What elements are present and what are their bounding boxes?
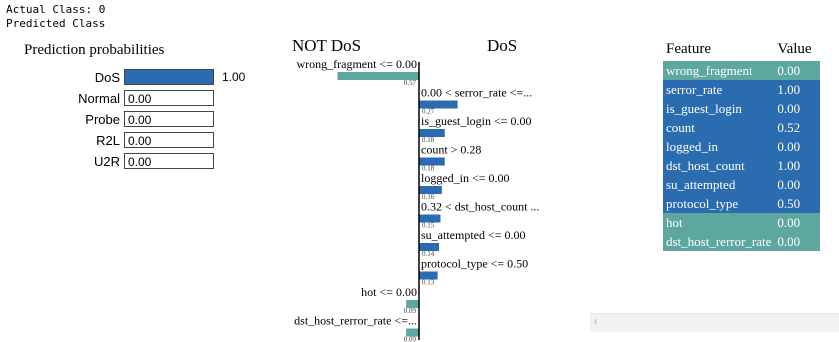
feature-name-cell: dst_host_rerror_rate bbox=[666, 233, 772, 249]
probability-class-label: R2L bbox=[96, 133, 120, 148]
horizontal-scrollbar[interactable]: ‹ bbox=[590, 313, 839, 332]
table-row: count 0.52 bbox=[663, 118, 821, 137]
probability-value: 0.00 bbox=[128, 113, 152, 127]
explanation-feature-label: count > 0.28 bbox=[421, 143, 481, 157]
explanation-bar bbox=[337, 72, 419, 80]
probability-row: Probe 0.00 bbox=[40, 111, 270, 129]
explanation-weight-label: 0.15 bbox=[422, 222, 435, 230]
table-header-row: Feature Value bbox=[663, 38, 820, 61]
explanation-weight-label: 0.09 bbox=[404, 307, 417, 315]
probability-row: DoS 1.00 bbox=[40, 69, 270, 87]
feature-value-cell: 0.00 bbox=[777, 138, 801, 154]
probability-bar: 0.00 bbox=[124, 90, 214, 106]
explanation-bar bbox=[419, 186, 442, 194]
probability-value: 1.00 bbox=[222, 70, 246, 84]
probability-value: 0.00 bbox=[128, 92, 152, 106]
table-row: serror_rate 1.00 bbox=[663, 80, 821, 99]
feature-name-cell: count bbox=[666, 119, 695, 135]
table-row: hot 0.00 bbox=[663, 213, 821, 232]
explanation-feature-label: logged_in <= 0.00 bbox=[421, 171, 510, 185]
explanation-weight-label: 0.27 bbox=[422, 108, 435, 116]
explanation-chart: wrong_fragment <= 0.00 0.57 0.00 < serror_… bbox=[294, 57, 539, 342]
probability-class-label: Probe bbox=[85, 112, 120, 127]
feature-name-cell: is_guest_login bbox=[666, 100, 742, 116]
explanation-bar bbox=[406, 300, 419, 308]
probability-value: 0.00 bbox=[128, 134, 152, 148]
explanation-bar bbox=[419, 243, 440, 251]
explanation-feature-label: dst_host_rerror_rate <=... bbox=[294, 314, 417, 328]
feature-value-cell: 1.00 bbox=[777, 81, 801, 97]
probability-bar bbox=[124, 69, 214, 85]
explanation-weight-label: 0.18 bbox=[422, 165, 435, 173]
table-row: dst_host_count 1.00 bbox=[663, 156, 821, 175]
prediction-probabilities-title: Prediction probabilities bbox=[24, 42, 165, 58]
value-header: Value bbox=[777, 40, 812, 57]
feature-name-cell: hot bbox=[666, 214, 683, 230]
explanation-feature-label: 0.00 < serror_rate <=... bbox=[421, 86, 532, 100]
not-dos-label: NOT DoS bbox=[292, 36, 362, 55]
probability-bar: 0.00 bbox=[124, 132, 214, 148]
feature-value-cell: 1.00 bbox=[777, 157, 801, 173]
feature-value-cell: 0.00 bbox=[777, 233, 801, 249]
explanation-feature-label: protocol_type <= 0.50 bbox=[421, 257, 528, 271]
feature-value-cell: 0.00 bbox=[777, 100, 801, 116]
actual-class-text: Actual Class: 0 bbox=[6, 3, 106, 16]
feature-value-cell: 0.52 bbox=[777, 119, 801, 135]
feature-name-cell: su_attempted bbox=[666, 176, 736, 192]
probability-class-label: Normal bbox=[78, 91, 120, 106]
table-row: logged_in 0.00 bbox=[663, 137, 821, 156]
explanation-bar bbox=[419, 100, 458, 109]
probability-bar: 0.00 bbox=[124, 111, 214, 127]
feature-value-table: Feature Value wrong_fragment 0.00 serror_r… bbox=[663, 38, 821, 251]
explanation-feature-label: 0.32 < dst_host_count ... bbox=[421, 200, 539, 214]
explanation-weight-label: 0.18 bbox=[422, 136, 435, 144]
explanation-bar bbox=[419, 157, 445, 166]
probability-row: R2L 0.00 bbox=[40, 132, 270, 150]
probability-row: U2R 0.00 bbox=[40, 153, 270, 171]
feature-header: Feature bbox=[666, 40, 711, 57]
table-row: is_guest_login 0.00 bbox=[663, 99, 821, 118]
explanation-bar bbox=[419, 129, 445, 137]
feature-value-cell: 0.00 bbox=[777, 176, 801, 192]
probability-bar-fill bbox=[125, 70, 213, 84]
table-row: protocol_type 0.50 bbox=[663, 194, 821, 213]
explanation-weight-label: 0.14 bbox=[422, 250, 435, 258]
table-row: dst_host_rerror_rate 0.00 bbox=[663, 232, 821, 251]
probability-class-label: DoS bbox=[94, 70, 120, 85]
feature-name-cell: wrong_fragment bbox=[666, 62, 753, 78]
explanation-weight-label: 0.13 bbox=[422, 279, 435, 287]
probability-bar: 0.00 bbox=[124, 153, 214, 169]
feature-value-cell: 0.00 bbox=[777, 62, 801, 78]
explanation-bar bbox=[406, 328, 419, 337]
predicted-class-text: Predicted Class bbox=[6, 17, 106, 30]
probability-class-label: U2R bbox=[93, 154, 120, 169]
table-row: su_attempted 0.00 bbox=[663, 175, 821, 194]
probability-value: 0.00 bbox=[128, 155, 152, 169]
explanation-feature-label: hot <= 0.00 bbox=[361, 285, 417, 299]
dos-label: DoS bbox=[487, 36, 518, 55]
feature-name-cell: protocol_type bbox=[666, 195, 739, 211]
explanation-weight-label: 0.16 bbox=[422, 193, 435, 201]
feature-name-cell: serror_rate bbox=[666, 81, 723, 97]
probability-row: Normal 0.00 bbox=[40, 90, 270, 108]
explanation-bar bbox=[419, 271, 438, 280]
feature-name-cell: dst_host_count bbox=[666, 157, 745, 173]
feature-value-cell: 0.50 bbox=[777, 195, 801, 211]
explanation-feature-label: su_attempted <= 0.00 bbox=[421, 228, 526, 242]
explanation-bar bbox=[419, 214, 441, 223]
scroll-left-icon[interactable]: ‹ bbox=[594, 316, 598, 327]
explanation-feature-label: is_guest_login <= 0.00 bbox=[421, 114, 532, 128]
explanation-weight-label: 0.09 bbox=[404, 336, 417, 342]
feature-value-cell: 0.00 bbox=[777, 214, 801, 230]
explanation-feature-label: wrong_fragment <= 0.00 bbox=[296, 57, 417, 71]
table-row: wrong_fragment 0.00 bbox=[663, 61, 821, 80]
feature-name-cell: logged_in bbox=[666, 138, 718, 154]
explanation-weight-label: 0.57 bbox=[404, 79, 417, 87]
